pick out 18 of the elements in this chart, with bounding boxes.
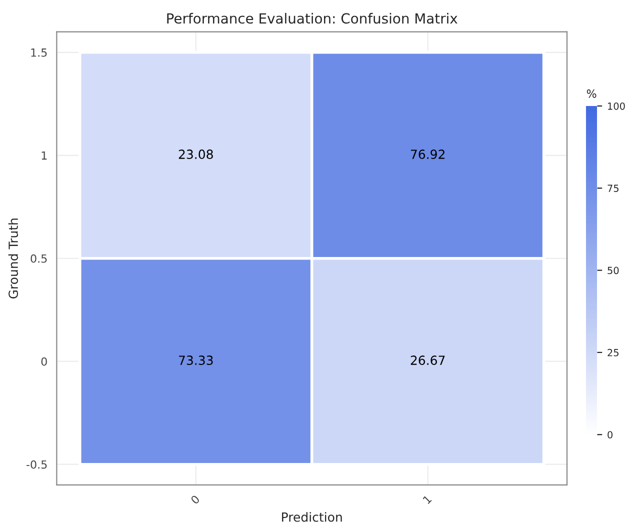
y-tick-label: 0.5 — [30, 254, 47, 263]
y-tick-label: 1.5 — [31, 48, 47, 57]
data-label: 26.67 — [410, 356, 445, 365]
x-axis-title: Prediction — [282, 512, 342, 522]
y-tick-label: -0.5 — [26, 460, 47, 469]
color-bar-label: 75 — [608, 184, 618, 192]
color-bar-title: % — [586, 89, 596, 98]
y-axis-title: Ground Truth — [8, 218, 18, 298]
color-bar-label: 50 — [608, 266, 619, 274]
color-bar-label: 0 — [608, 431, 612, 438]
color-bar-label: 25 — [608, 348, 618, 356]
data-label: 73.33 — [179, 356, 213, 365]
data-label: 76.92 — [410, 150, 444, 160]
chart-title: Performance Evaluation: Confusion Matrix — [167, 12, 458, 24]
y-tick-label: 0 — [41, 357, 47, 366]
y-tick-label: 1 — [42, 152, 47, 160]
data-label: 23.08 — [178, 150, 213, 160]
color-bar-label: 100 — [608, 102, 625, 110]
